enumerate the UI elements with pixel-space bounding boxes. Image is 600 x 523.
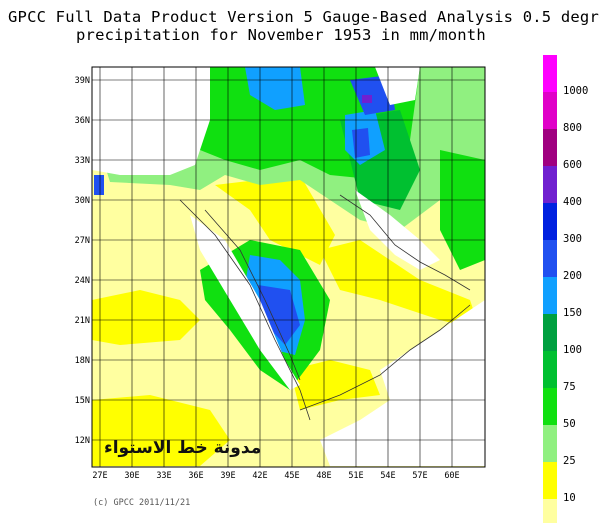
legend-label: 25: [563, 455, 576, 467]
lat-label: 39N: [75, 76, 90, 86]
legend-swatch: [543, 129, 557, 166]
legend-label: 75: [563, 381, 576, 393]
lon-label: 60E: [444, 471, 459, 481]
map-title-line1: GPCC Full Data Product Version 5 Gauge-B…: [8, 8, 600, 26]
light-precip-zone-gulf: [320, 240, 480, 330]
nodata-arabian-sea: [320, 300, 485, 466]
coastline-red-sea: [179, 199, 311, 421]
lon-label: 36E: [188, 471, 203, 481]
legend-swatch: [543, 240, 557, 277]
legend-label: 150: [563, 307, 582, 319]
map-area: [91, 66, 486, 468]
lon-label: 27E: [92, 471, 107, 481]
lat-label: 15N: [75, 396, 90, 406]
coastline-arabia-south: [299, 304, 471, 411]
longitude-labels: 27E 30E 33E 36E 39E 42E 45E 48E 51E 54E 57E 60E: [92, 471, 459, 481]
color-legend: 1000800600400300200150100755025101: [543, 55, 588, 523]
nodata-gulf: [355, 190, 440, 270]
watermark-text: مدونة خط الاستواء: [104, 438, 262, 458]
legend-label: 300: [563, 233, 582, 245]
legend-swatch: [543, 499, 557, 523]
nodata-mediterranean: [92, 67, 210, 175]
legend-label: 800: [563, 122, 582, 134]
lon-label: 54E: [380, 471, 395, 481]
grid-lines: [92, 67, 485, 467]
lat-label: 27N: [75, 236, 90, 246]
legend-label: 50: [563, 418, 576, 430]
nodata-red-sea: [190, 215, 300, 390]
map-title-line2: precipitation for November 1953 in mm/mo…: [76, 26, 486, 44]
legend-label: 100: [563, 344, 582, 356]
purple-spot: [362, 95, 372, 103]
lat-label: 18N: [75, 356, 90, 366]
legend-swatch: [543, 203, 557, 240]
lon-label: 48E: [316, 471, 331, 481]
lat-label: 30N: [75, 196, 90, 206]
nodata-caspian: [375, 67, 420, 105]
map-frame: [91, 66, 486, 468]
lat-label: 21N: [75, 316, 90, 326]
legend-swatch: [543, 92, 557, 129]
legend-label: 200: [563, 270, 582, 282]
legend-label: 600: [563, 159, 582, 171]
lon-label: 33E: [156, 471, 171, 481]
light-precip-zone-sw: [92, 395, 230, 466]
lon-label: 42E: [252, 471, 267, 481]
legend-swatch: [543, 277, 557, 314]
legend-swatch: [543, 314, 557, 351]
light-precip-zone-south: [290, 360, 380, 410]
legend-swatch: [543, 351, 557, 388]
legend-swatch: [543, 425, 557, 462]
blue-west-arabia-core: [258, 285, 300, 345]
light-precip-zone-west: [92, 290, 200, 345]
lat-label: 12N: [75, 436, 90, 446]
lon-label: 57E: [412, 471, 427, 481]
lon-label: 39E: [220, 471, 235, 481]
legend-label: 10: [563, 492, 576, 504]
blue-zagros-core: [352, 128, 370, 158]
coastline-gulf: [339, 194, 471, 291]
legend-swatch: [543, 388, 557, 425]
lon-label: 51E: [348, 471, 363, 481]
legend-swatch: [543, 55, 557, 92]
legend-label: 400: [563, 196, 582, 208]
lon-label: 30E: [124, 471, 139, 481]
lat-label: 36N: [75, 116, 90, 126]
copyright-credit: (c) GPCC 2011/11/21: [93, 498, 191, 508]
lon-label: 45E: [284, 471, 299, 481]
lat-label: 24N: [75, 276, 90, 286]
light-precip-zone-arabia: [215, 175, 335, 265]
latitude-labels: 39N 36N 33N 30N 27N 24N 21N 18N 15N 12N: [75, 76, 90, 446]
legend-label: 1000: [563, 85, 588, 97]
blue-syria-spot: [94, 175, 104, 195]
lat-label: 33N: [75, 156, 90, 166]
legend-swatch: [543, 166, 557, 203]
legend-swatch: [543, 462, 557, 499]
